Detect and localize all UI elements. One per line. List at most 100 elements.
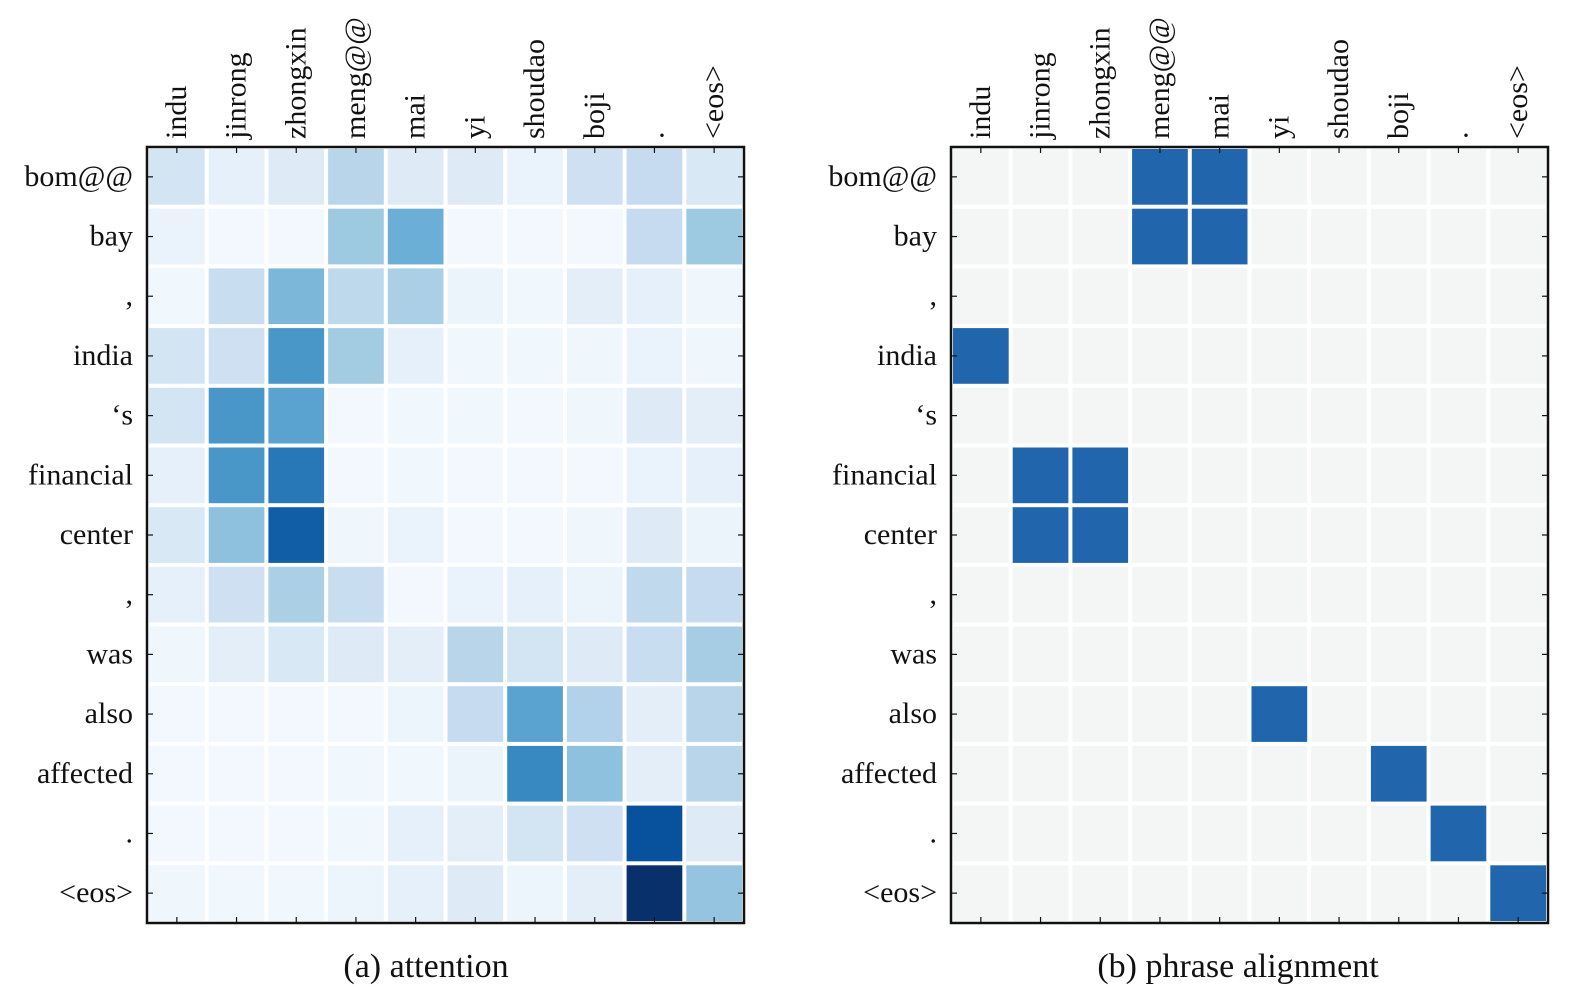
heatmap-cell <box>686 149 742 205</box>
heatmap-cell <box>507 566 563 623</box>
heatmap-cell <box>387 208 444 265</box>
heatmap-cell <box>447 268 504 325</box>
heatmap-cell <box>1370 149 1427 205</box>
heatmap-cell <box>566 686 623 742</box>
heatmap-cell <box>1012 328 1069 384</box>
heatmap-cell <box>149 686 205 742</box>
heatmap-cell <box>953 507 1009 563</box>
x-tick-label: jinrong <box>1024 52 1057 140</box>
heatmap-cell <box>686 507 742 563</box>
x-tick-label: shoudao <box>518 39 551 139</box>
heatmap-cell <box>1490 507 1546 563</box>
y-tick-label: was <box>86 637 133 670</box>
heatmap-cell <box>1072 149 1129 205</box>
heatmap-cell <box>626 566 683 623</box>
heatmap-cell <box>1430 208 1487 265</box>
heatmap-cell <box>566 745 623 802</box>
heatmap-cell <box>1132 566 1188 623</box>
x-tick-label: <eos> <box>1501 65 1534 139</box>
heatmap-cell <box>387 149 444 205</box>
heatmap-cell <box>953 865 1009 921</box>
heatmap-cell <box>328 566 384 623</box>
y-tick-label: india <box>877 339 937 372</box>
heatmap-cell <box>1370 208 1427 265</box>
heatmap-cell <box>1132 626 1188 683</box>
heatmap-cell <box>507 805 563 862</box>
heatmap-cell <box>507 149 563 205</box>
heatmap-cell <box>1191 745 1248 802</box>
heatmap-cell <box>1072 626 1129 683</box>
heatmap-cell <box>1370 805 1427 862</box>
heatmap-cell <box>507 387 563 444</box>
heatmap-cell <box>1430 268 1487 325</box>
heatmap-cell <box>447 447 504 504</box>
y-tick-label: affected <box>841 757 937 790</box>
heatmap-cell <box>328 447 384 504</box>
heatmap-cell <box>1191 626 1248 683</box>
heatmap-cell <box>149 268 205 325</box>
heatmap-cell <box>1311 566 1367 623</box>
heatmap-cell <box>1191 447 1248 504</box>
heatmap-cell <box>1251 328 1308 384</box>
heatmap-cell <box>208 447 265 504</box>
y-tick-label: was <box>890 637 937 670</box>
heatmap-cell <box>1370 566 1427 623</box>
heatmap-cell <box>1311 745 1367 802</box>
heatmap-cell <box>566 626 623 683</box>
heatmap-cell <box>1012 208 1069 265</box>
y-tick-label: . <box>930 816 938 849</box>
heatmap-cell <box>208 328 265 384</box>
heatmap-cell <box>566 328 623 384</box>
heatmap-cell <box>1311 686 1367 742</box>
heatmap-cell <box>268 268 325 325</box>
heatmap-cell <box>447 507 504 563</box>
heatmap-cell <box>953 566 1009 623</box>
heatmap-cell <box>1132 805 1188 862</box>
heatmap-cell <box>566 566 623 623</box>
heatmap-cell <box>1012 805 1069 862</box>
caption-phrase-alignment: (b) phrase alignment <box>1097 948 1379 985</box>
heatmap-cell <box>566 447 623 504</box>
heatmap-cell <box>149 805 205 862</box>
heatmap-cell <box>328 745 384 802</box>
heatmap-cell <box>208 686 265 742</box>
heatmap-cell <box>507 507 563 563</box>
heatmap-cell <box>686 566 742 623</box>
heatmap-cell <box>1370 745 1427 802</box>
y-tick-label: india <box>73 339 133 372</box>
heatmap-cell <box>507 268 563 325</box>
heatmap-cell <box>1430 387 1487 444</box>
heatmap-cell <box>1251 686 1308 742</box>
heatmap-cell <box>626 686 683 742</box>
heatmap-cell <box>1490 387 1546 444</box>
heatmap-cell <box>1370 387 1427 444</box>
heatmap-cell <box>566 208 623 265</box>
heatmap-cell <box>1132 507 1188 563</box>
y-tick-label: , <box>930 279 938 312</box>
heatmap-cell <box>1251 268 1308 325</box>
heatmap-cell <box>953 805 1009 862</box>
heatmap-cell <box>268 447 325 504</box>
heatmap-cell <box>1430 745 1487 802</box>
y-tick-label: <eos> <box>59 876 133 909</box>
heatmap-cell <box>1072 507 1129 563</box>
heatmap-cell <box>1132 745 1188 802</box>
heatmap-cell <box>626 865 683 921</box>
heatmap-cell <box>1072 387 1129 444</box>
x-tick-label: yi <box>458 116 491 139</box>
heatmap-cell <box>1191 149 1248 205</box>
heatmap-cell <box>1012 626 1069 683</box>
heatmap-cell <box>1191 208 1248 265</box>
heatmap-cell <box>1370 626 1427 683</box>
heatmap-cell <box>328 387 384 444</box>
heatmap-cell <box>1012 507 1069 563</box>
heatmap-cell <box>1430 626 1487 683</box>
heatmap-cell <box>328 149 384 205</box>
heatmap-cell <box>447 566 504 623</box>
heatmap-cell <box>953 387 1009 444</box>
heatmap-cell <box>686 447 742 504</box>
heatmap-cell <box>1072 566 1129 623</box>
heatmap-cell <box>387 328 444 384</box>
heatmap-cell <box>208 805 265 862</box>
heatmap-cell <box>1490 686 1546 742</box>
